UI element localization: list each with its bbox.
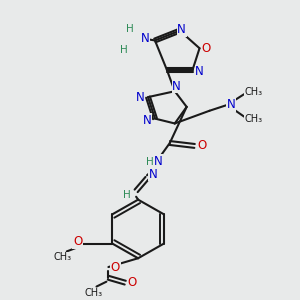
Text: H: H bbox=[120, 45, 128, 55]
Text: O: O bbox=[202, 42, 211, 55]
Text: N: N bbox=[148, 168, 157, 181]
Text: N: N bbox=[227, 98, 236, 111]
Text: N: N bbox=[136, 91, 145, 103]
Text: O: O bbox=[128, 276, 137, 289]
Text: N: N bbox=[195, 65, 204, 78]
Text: N: N bbox=[143, 114, 152, 127]
Text: CH₃: CH₃ bbox=[245, 114, 263, 124]
Text: O: O bbox=[73, 235, 82, 248]
Text: H: H bbox=[146, 157, 154, 166]
Text: O: O bbox=[111, 260, 120, 274]
Text: CH₃: CH₃ bbox=[85, 288, 103, 298]
Text: N: N bbox=[172, 80, 181, 93]
Text: H: H bbox=[123, 190, 131, 200]
Text: N: N bbox=[141, 32, 149, 45]
Text: N: N bbox=[177, 23, 186, 36]
Text: CH₃: CH₃ bbox=[54, 252, 72, 262]
Text: CH₃: CH₃ bbox=[245, 87, 263, 97]
Text: N: N bbox=[154, 155, 162, 168]
Text: O: O bbox=[197, 140, 206, 152]
Text: H: H bbox=[126, 24, 134, 34]
